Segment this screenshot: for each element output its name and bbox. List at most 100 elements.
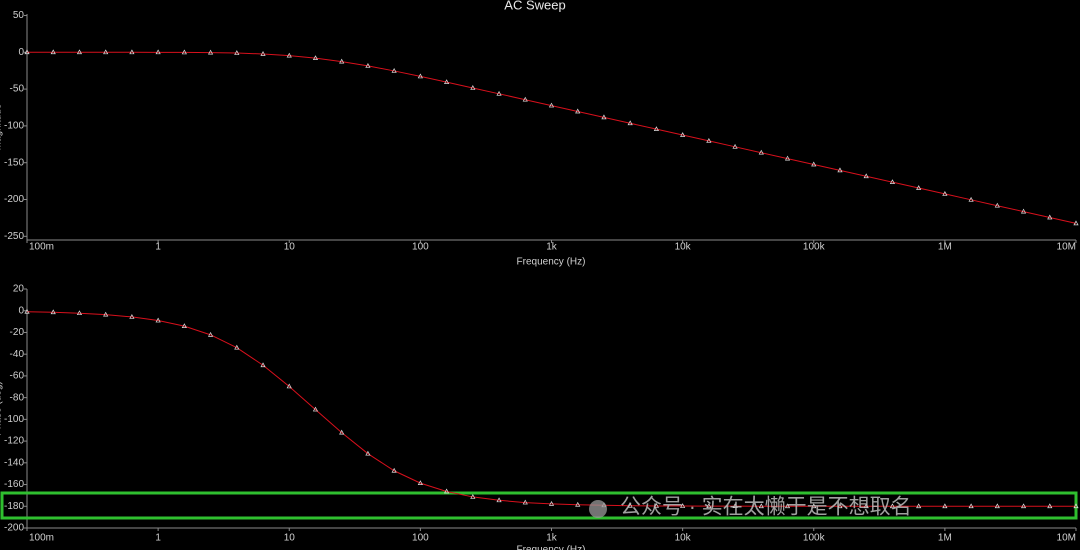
x-tick-label: 1M (938, 533, 952, 544)
data-point (889, 179, 896, 184)
data-point (260, 362, 266, 368)
data-point (103, 311, 109, 317)
data-point (260, 51, 266, 56)
data-point (968, 503, 974, 509)
data-point (889, 503, 896, 509)
data-point (1020, 208, 1027, 214)
data-point (1047, 214, 1053, 220)
data-point (365, 62, 371, 68)
data-point (181, 323, 187, 329)
data-point (50, 49, 56, 55)
data-point (129, 313, 135, 319)
y-tick-label: -250 (4, 231, 24, 242)
x-tick-label: 1 (155, 242, 161, 253)
x-tick-label: 10M (1057, 533, 1076, 544)
data-point (234, 50, 240, 55)
data-point (784, 503, 791, 509)
data-point (548, 500, 555, 506)
data-point (837, 503, 843, 509)
x-tick-label: 100k (803, 242, 826, 253)
data-point (286, 52, 292, 58)
x-tick-label: 10k (675, 242, 692, 253)
y-tick-label: -200 (4, 194, 24, 205)
data-point (680, 503, 686, 508)
y-tick-label: -40 (10, 349, 25, 360)
data-point (1020, 503, 1027, 509)
y-tick-label: 50 (13, 10, 25, 21)
y-axis-label: Phase (deg) (0, 381, 4, 435)
data-point (706, 503, 712, 509)
data-point (312, 406, 319, 412)
data-point (732, 503, 738, 509)
data-point (942, 503, 948, 509)
x-tick-label: 10 (284, 242, 296, 253)
data-point (444, 488, 450, 494)
x-tick-label: 10M (1057, 242, 1076, 253)
data-point (837, 167, 843, 173)
x-tick-label: 10k (675, 533, 692, 544)
y-tick-label: -60 (10, 371, 25, 382)
data-point (155, 49, 161, 55)
data-point (129, 49, 135, 55)
data-point (680, 132, 686, 137)
y-tick-label: 20 (13, 284, 25, 295)
data-point (942, 190, 948, 196)
y-tick-label: -160 (4, 479, 24, 490)
highlight-box (0, 491, 1078, 520)
data-line (27, 51, 1077, 224)
data-point (758, 149, 764, 155)
y-tick-label: -50 (10, 84, 25, 95)
data-point (286, 383, 292, 389)
data-point (339, 429, 345, 435)
data-point (916, 503, 922, 509)
data-point (234, 344, 240, 350)
data-point (627, 120, 633, 126)
data-line (26, 311, 1076, 507)
data-point (181, 49, 187, 55)
data-point (24, 308, 30, 314)
x-tick-label: 1 (155, 533, 161, 544)
data-point (522, 499, 528, 505)
data-point (24, 49, 30, 55)
data-point (1073, 503, 1079, 509)
y-tick-label: -140 (4, 457, 24, 468)
data-point (103, 49, 109, 55)
data-point (601, 114, 607, 120)
data-point (863, 503, 869, 509)
data-point (758, 503, 764, 509)
data-point (627, 502, 633, 508)
y-tick-label: 0 (18, 47, 24, 58)
data-point (1047, 503, 1053, 509)
y-tick-label: -180 (4, 501, 24, 512)
y-tick-label: -120 (4, 436, 24, 447)
data-point (444, 79, 450, 84)
y-axis-label: Magnitude (0, 103, 4, 150)
x-tick-label: 100 (412, 533, 429, 544)
y-tick-label: -100 (4, 121, 24, 132)
data-point (706, 137, 712, 143)
data-point (575, 501, 581, 507)
y-tick-label: -80 (10, 392, 25, 403)
data-point (522, 96, 528, 102)
data-point (496, 497, 502, 503)
data-point (207, 331, 214, 337)
data-point (470, 493, 476, 499)
data-point (653, 126, 659, 131)
y-tick-label: 0 (18, 305, 24, 316)
data-point (994, 202, 1000, 208)
y-tick-label: -200 (4, 523, 24, 534)
data-point (470, 85, 476, 90)
x-axis-label: Frequency (Hz) (517, 257, 586, 268)
data-point (575, 108, 581, 114)
x-tick-label: 100 (412, 242, 429, 253)
data-point (365, 450, 371, 456)
x-tick-label: 1k (546, 242, 558, 253)
data-point (811, 503, 817, 509)
y-tick-label: -20 (10, 327, 25, 338)
y-tick-label: -100 (4, 414, 24, 425)
data-point (76, 49, 83, 55)
x-tick-label: 100m (29, 242, 54, 253)
data-point (784, 155, 791, 161)
